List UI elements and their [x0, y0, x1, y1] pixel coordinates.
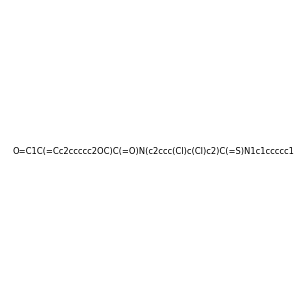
- Text: O=C1C(=Cc2ccccc2OC)C(=O)N(c2ccc(Cl)c(Cl)c2)C(=S)N1c1ccccc1: O=C1C(=Cc2ccccc2OC)C(=O)N(c2ccc(Cl)c(Cl)…: [13, 147, 295, 156]
